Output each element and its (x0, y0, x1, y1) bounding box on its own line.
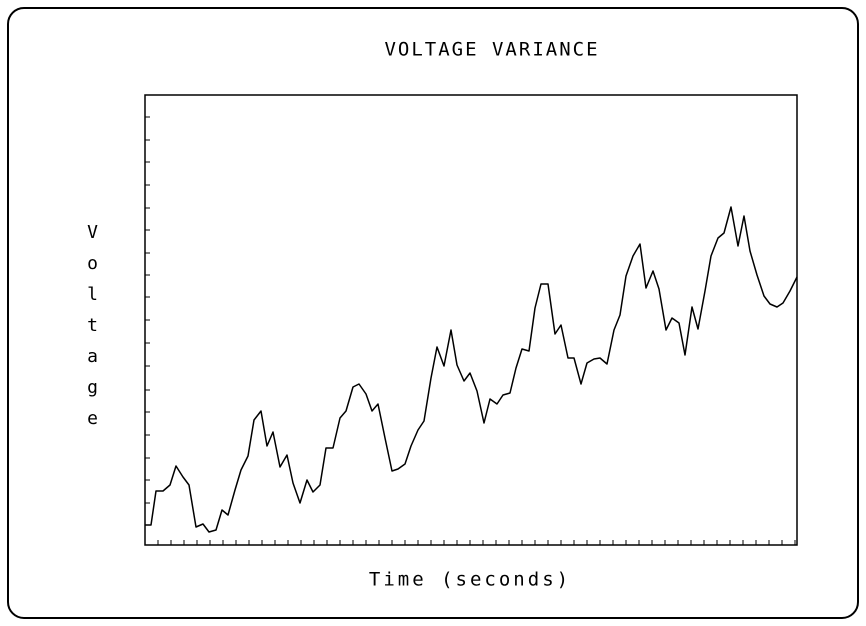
x-axis-label: Time (seconds) (369, 569, 571, 591)
y-axis-label: Voltage (82, 222, 103, 439)
frame (7, 7, 859, 619)
data-line (145, 206, 798, 533)
chart-title: VOLTAGE VARIANCE (384, 39, 599, 61)
